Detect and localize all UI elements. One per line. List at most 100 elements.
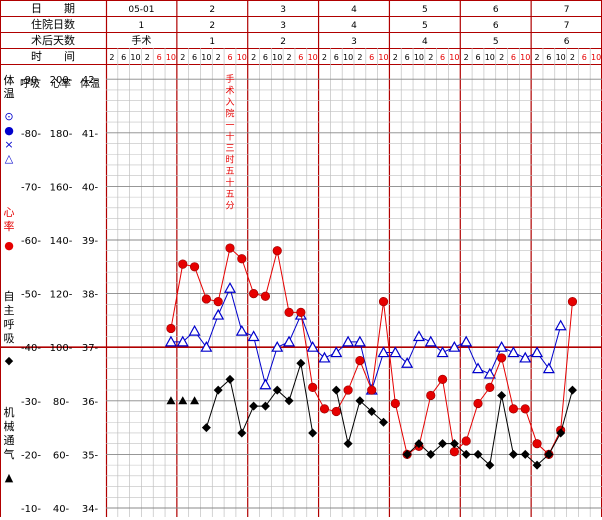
mechanical-vent-point xyxy=(166,396,176,405)
temperature-point xyxy=(377,346,390,358)
date-cell: 3 xyxy=(280,5,286,15)
temperature-point xyxy=(448,340,461,352)
hospital-day-row-label: 住院日数 xyxy=(31,17,75,31)
pulse-point xyxy=(532,439,542,449)
annotation-char: 一 xyxy=(225,121,234,131)
hospital-day-cell: 7 xyxy=(564,21,570,31)
hour-cell: 2 xyxy=(499,53,504,62)
hour-cell: 10 xyxy=(272,53,282,62)
pulse-tick-label: 40- xyxy=(53,504,70,515)
temperature-point xyxy=(542,362,555,374)
time-row-label: 时 间 xyxy=(31,50,75,63)
spontaneous-resp-point xyxy=(201,423,211,433)
pulse-tick-label: 180- xyxy=(50,129,73,140)
temp-tick-label: 39- xyxy=(82,236,99,247)
hour-cell: 6 xyxy=(121,53,126,62)
spontaneous-resp-point xyxy=(544,449,554,459)
pulse-tick-label: 60- xyxy=(53,450,70,461)
mechanical-vent-side-label-char: 械 xyxy=(4,419,15,433)
hour-cell: 6 xyxy=(475,53,480,62)
pulse-side-label-char: 率 xyxy=(4,219,15,233)
pulse-tick-label: 160- xyxy=(50,182,73,193)
spontaneous-resp-side-label-char: 吸 xyxy=(4,332,15,345)
resp-axis-title: 呼吸 xyxy=(20,78,40,90)
annotation-char: 院 xyxy=(225,108,234,120)
hospital-day-cell: 6 xyxy=(493,21,499,31)
annotation-char: 三 xyxy=(225,144,234,154)
temperature-point xyxy=(412,330,425,342)
spontaneous-resp-point xyxy=(556,428,566,438)
spontaneous-resp-point xyxy=(532,460,542,470)
temp-tick-label: 38- xyxy=(82,290,99,301)
hour-cell: 10 xyxy=(343,53,353,62)
temperature-point xyxy=(188,324,201,336)
temperature-point xyxy=(342,335,355,347)
date-row-label: 日 期 xyxy=(31,2,75,15)
axis-tick-labels: 呼吸 心率 体温 -10- -20- -30- -40- -50- -60- -70- -80- -9… xyxy=(20,75,100,515)
temperature-point xyxy=(389,346,402,358)
hour-cell: 10 xyxy=(414,53,424,62)
temp-tick-label: 37- xyxy=(82,343,99,354)
temp-axis-title: 体温 xyxy=(80,78,100,90)
hour-cell: 10 xyxy=(378,53,388,62)
hour-cell: 6 xyxy=(227,53,232,62)
hour-cell: 6 xyxy=(405,53,410,62)
pulse-point xyxy=(225,243,235,253)
temperature-point xyxy=(164,335,177,347)
pulse-point xyxy=(461,436,471,446)
postop-day-cell: 4 xyxy=(422,37,428,47)
hour-cell: 2 xyxy=(109,53,114,62)
spontaneous-resp-point xyxy=(308,428,318,438)
hour-cell: 2 xyxy=(464,53,469,62)
date-cell: 5 xyxy=(422,5,428,15)
temp-tick-label: 40- xyxy=(82,182,99,193)
temperature-point xyxy=(483,367,496,379)
hour-cell: 10 xyxy=(485,53,495,62)
hour-cell: 6 xyxy=(511,53,516,62)
pulse-point xyxy=(426,390,436,401)
hour-cell: 10 xyxy=(449,53,459,62)
hour-cell: 6 xyxy=(546,53,551,62)
spontaneous-resp-side-label-char: 主 xyxy=(4,304,15,317)
pulse-point xyxy=(473,398,483,409)
temperature-point xyxy=(223,282,237,293)
pulse-point xyxy=(260,291,271,301)
resp-tick-label: -80- xyxy=(21,129,41,140)
hospital-day-cell: 5 xyxy=(422,21,428,31)
pulse-point xyxy=(378,297,389,307)
pulse-point xyxy=(567,297,578,307)
pulse-tick-label: 140- xyxy=(50,236,73,247)
temperature-point xyxy=(212,308,225,320)
hour-cell: 2 xyxy=(322,53,327,62)
hour-cell: 10 xyxy=(591,53,601,62)
spontaneous-resp-side-label-char: 自 xyxy=(4,290,15,303)
pulse-point xyxy=(272,246,282,256)
mechanical-vent-point xyxy=(190,396,200,405)
spontaneous-resp-point xyxy=(296,358,306,368)
hour-cell: 10 xyxy=(520,53,530,62)
pulse-point xyxy=(343,385,353,395)
spontaneous-resp-point xyxy=(225,374,235,384)
annotation-char: 入 xyxy=(225,97,234,108)
annotation-char: 时 xyxy=(225,154,234,166)
temp-other-symbol: △ xyxy=(5,152,14,165)
temperature-point xyxy=(353,335,366,347)
temperature-point xyxy=(318,351,331,363)
temp-tick-label: 34- xyxy=(82,504,99,515)
hour-cell: 10 xyxy=(166,53,176,62)
temperature-point xyxy=(495,340,508,352)
hour-cell: 2 xyxy=(251,53,256,62)
spontaneous-resp-series-line xyxy=(205,363,314,435)
hour-cell: 2 xyxy=(357,53,362,62)
hour-cell: 2 xyxy=(535,53,540,62)
resp-tick-label: -10- xyxy=(21,504,41,515)
pulse-point xyxy=(449,447,459,457)
spontaneous-resp-point xyxy=(567,385,577,395)
mechanical-vent-point xyxy=(178,396,188,405)
hour-cell: 2 xyxy=(287,53,292,62)
pulse-point xyxy=(237,254,247,264)
spontaneous-resp-point xyxy=(485,460,495,470)
